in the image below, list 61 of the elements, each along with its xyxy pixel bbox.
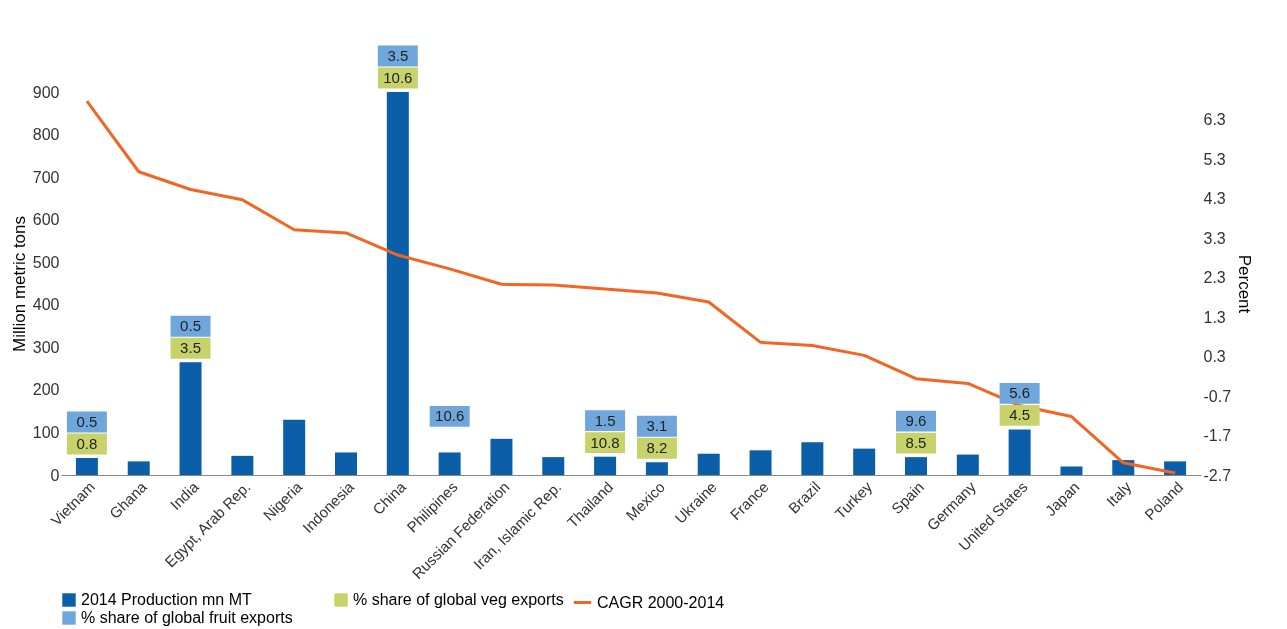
y2-tick-label: 2.3 [1203,269,1226,287]
y-tick-label: 0 [50,466,60,484]
y-tick-label: 700 [32,168,60,186]
text: 8.2 [646,439,668,457]
y2-tick-label: 4.3 [1203,190,1226,208]
bar [697,453,720,475]
bar [490,438,513,475]
y-tick-label: 400 [32,296,60,314]
y2-tick-label: -1.7 [1203,427,1232,445]
text: 4.5 [1009,406,1031,424]
bar [594,456,617,475]
bar [905,457,927,475]
bar [542,457,565,475]
bar [853,448,876,475]
x-tick-label: Italy [1102,477,1135,510]
text: 10.6 [435,407,465,425]
bar [956,454,979,475]
text: 10.8 [590,433,620,451]
text: 8.5 [905,434,927,452]
bar [645,462,668,475]
bar [438,452,461,475]
bar [283,419,306,475]
y2-tick-label: 0.3 [1203,348,1226,366]
y-tick-label: 300 [32,338,60,356]
text: 0.8 [76,434,98,452]
y2-tick-label: 1.3 [1203,308,1226,326]
bar [749,450,772,475]
text: 9.6 [905,412,927,430]
text: 5.6 [1009,384,1031,402]
y-tick-label: 500 [32,253,60,271]
bar [1008,429,1031,475]
text: 1.5 [594,411,616,429]
y-axis-title: Million metric tons [9,215,29,353]
y-tick-label: 800 [32,126,60,144]
legend-label: % share of global fruit exports [81,609,293,626]
bar [127,461,150,475]
y2-tick-label: -2.7 [1203,466,1232,484]
legend-label: 2014 Production mn MT [81,591,252,608]
text: 3.5 [180,339,201,357]
legend-label: CAGR 2000-2014 [597,593,725,611]
y2-tick-label: 3.3 [1203,229,1226,247]
text: 0.5 [180,317,201,335]
bar [386,92,409,475]
bar [801,442,824,475]
y-tick-label: 200 [32,381,60,399]
y-tick-label: 600 [32,211,60,229]
y-tick-label: 100 [32,423,60,441]
bar [335,452,357,475]
y2-tick-label: 5.3 [1203,150,1226,168]
bar [231,455,254,475]
legend-label: % share of global veg exports [353,591,564,608]
text: 3.5 [387,47,409,64]
y-tick-label: 900 [32,83,60,101]
y2-axis-title: Percent [1235,254,1255,314]
bar [179,362,202,475]
text: 0.5 [76,412,98,430]
text: 10.6 [383,69,413,86]
y2-tick-label: -0.7 [1203,387,1232,405]
text: 3.1 [646,417,668,435]
y2-tick-label: 6.3 [1203,111,1226,129]
bar [1060,466,1083,475]
